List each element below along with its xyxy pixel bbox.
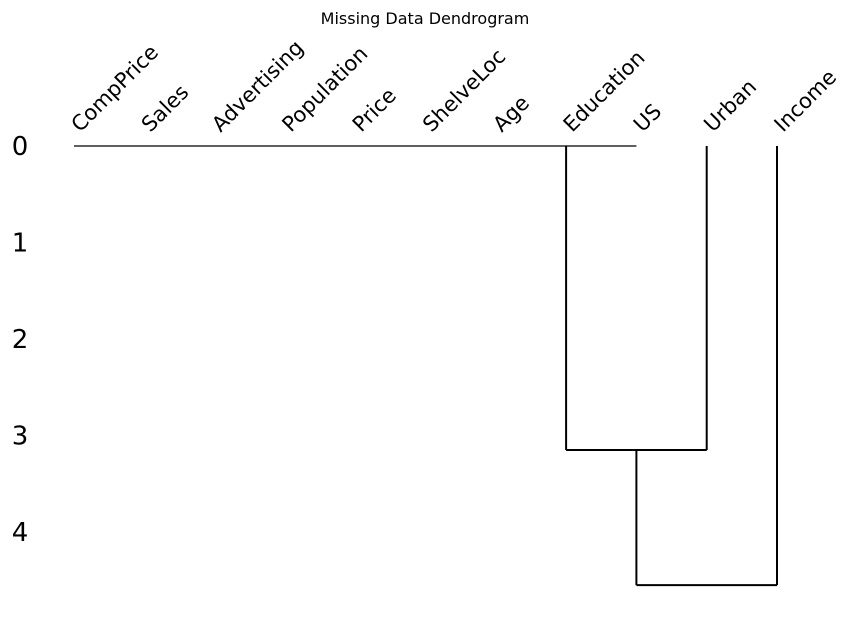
leaf-label: Price	[348, 83, 401, 136]
y-tick-label: 4	[12, 518, 29, 548]
leaf-label: Income	[770, 65, 842, 137]
chart-title: Missing Data Dendrogram	[321, 9, 530, 28]
y-tick-label: 2	[12, 325, 29, 355]
y-tick-label: 3	[12, 422, 29, 452]
y-axis-tick-labels: 0 1 2 3 4	[12, 132, 29, 548]
leaf-label: Sales	[137, 80, 194, 137]
y-tick-label: 1	[12, 229, 29, 259]
leaf-label: US	[629, 99, 666, 136]
leaf-label: Age	[488, 91, 534, 137]
y-tick-label: 0	[12, 132, 29, 162]
leaf-label: Urban	[699, 75, 761, 137]
dendrogram-links	[74, 145, 778, 587]
